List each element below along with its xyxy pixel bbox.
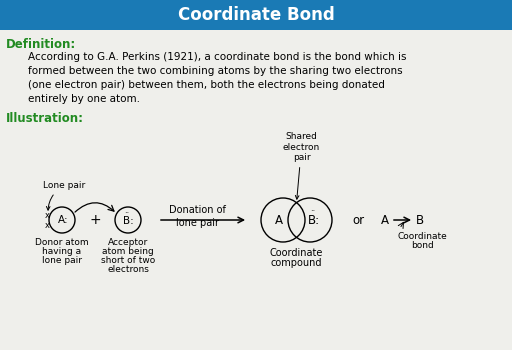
Text: lone pair: lone pair xyxy=(176,218,219,228)
Text: Coordinate: Coordinate xyxy=(397,232,447,241)
Text: Lone pair: Lone pair xyxy=(43,181,85,210)
Text: A: A xyxy=(381,214,389,226)
Text: entirely by one atom.: entirely by one atom. xyxy=(28,94,140,104)
Text: Coordinate: Coordinate xyxy=(270,248,323,258)
Text: Coordinate Bond: Coordinate Bond xyxy=(178,6,334,24)
Text: short of two: short of two xyxy=(101,256,155,265)
Text: B: B xyxy=(416,214,424,226)
Text: ··: ·· xyxy=(124,210,130,218)
Text: Illustration:: Illustration: xyxy=(6,112,84,125)
Text: B:: B: xyxy=(308,215,320,228)
Text: Shared
electron
pair: Shared electron pair xyxy=(283,132,320,199)
Text: bond: bond xyxy=(411,241,433,250)
Text: According to G.A. Perkins (1921), a coordinate bond is the bond which is: According to G.A. Perkins (1921), a coor… xyxy=(28,52,407,62)
Text: compound: compound xyxy=(271,258,322,268)
Text: x: x xyxy=(45,210,50,219)
Text: lone pair: lone pair xyxy=(42,256,82,265)
FancyBboxPatch shape xyxy=(0,0,512,30)
Text: electrons: electrons xyxy=(107,265,149,274)
Text: A: A xyxy=(275,214,283,226)
Text: Donor atom: Donor atom xyxy=(35,238,89,247)
Text: having a: having a xyxy=(42,247,81,256)
Text: +: + xyxy=(89,213,101,227)
Text: B:: B: xyxy=(123,216,133,226)
Text: atom being: atom being xyxy=(102,247,154,256)
Text: A:: A: xyxy=(58,215,68,225)
Text: (one electron pair) between them, both the electrons being donated: (one electron pair) between them, both t… xyxy=(28,80,385,90)
Text: Acceptor: Acceptor xyxy=(108,238,148,247)
Text: ··: ·· xyxy=(310,208,315,217)
Text: x: x xyxy=(45,220,50,230)
Text: or: or xyxy=(352,214,364,226)
Text: Definition:: Definition: xyxy=(6,38,76,51)
Text: Donation of: Donation of xyxy=(168,205,225,215)
Text: formed between the two combining atoms by the sharing two electrons: formed between the two combining atoms b… xyxy=(28,66,402,76)
